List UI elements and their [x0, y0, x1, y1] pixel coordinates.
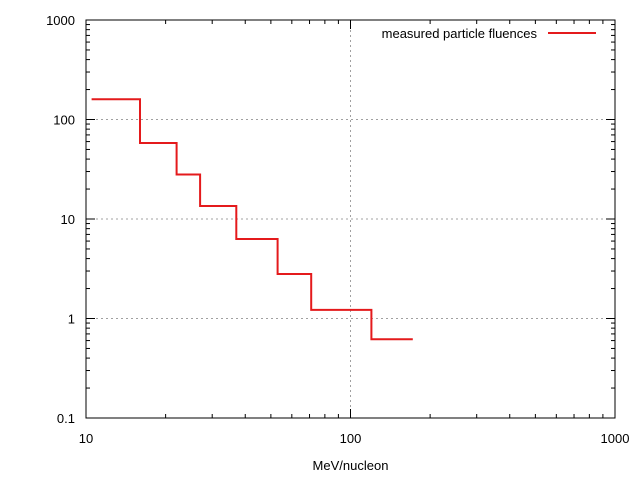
ticks: [85, 19, 616, 419]
y-tick-label: 10: [61, 212, 75, 227]
y-tick-label: 100: [53, 113, 75, 128]
y-tick-label: 0.1: [57, 411, 75, 426]
legend-entry-label: measured particle fluences: [382, 26, 538, 41]
plot-frame: [85, 19, 616, 419]
legend: measured particle fluences: [382, 26, 596, 41]
grid: [86, 20, 615, 418]
x-axis-label: MeV/nucleon: [313, 458, 389, 473]
tick-labels: 0.1 1 10 100 1000 10 100 1000: [46, 13, 629, 446]
series-line: [91, 98, 413, 341]
y-tick-label: 1000: [46, 13, 75, 28]
y-tick-label: 1: [68, 312, 75, 327]
series-layer: [91, 98, 413, 341]
x-tick-label: 1000: [601, 431, 630, 446]
x-tick-label: 10: [79, 431, 93, 446]
x-tick-label: 100: [340, 431, 362, 446]
